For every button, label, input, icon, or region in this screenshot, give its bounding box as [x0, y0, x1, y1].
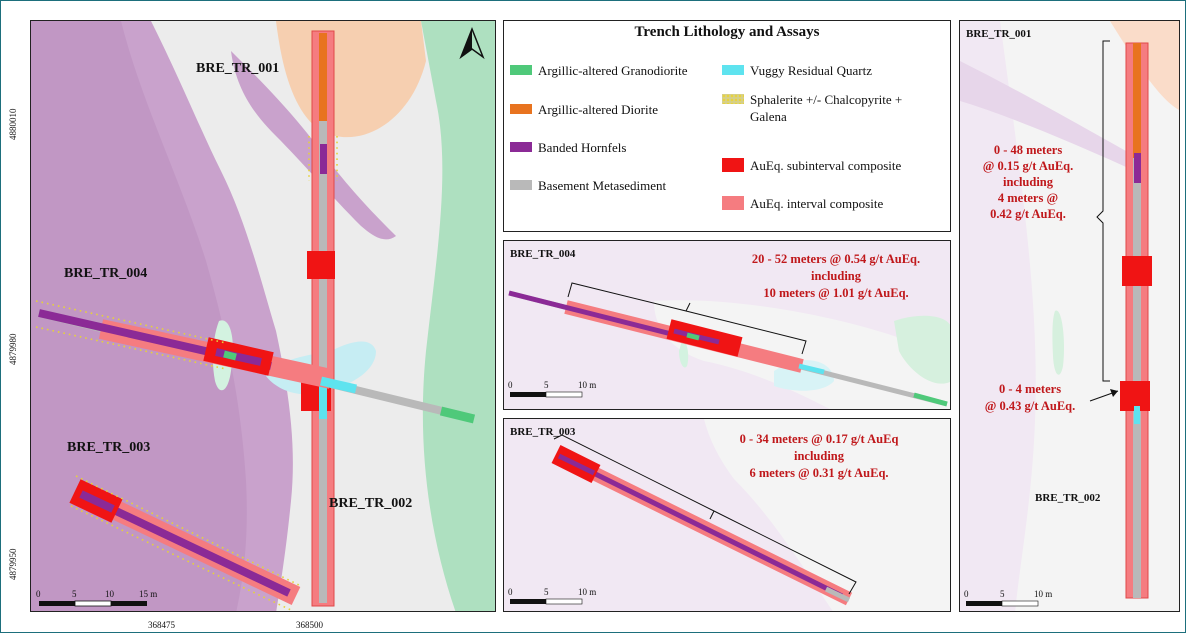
brace-003: [553, 434, 857, 595]
legend-item-diorite: Argillic-altered Diorite: [510, 101, 658, 118]
legend-item-hornfels: Banded Hornfels: [510, 139, 626, 156]
label-tr004: BRE_TR_004: [64, 266, 147, 281]
assay-a4: 4 meters @: [998, 191, 1058, 205]
ytick-3: 4879950: [8, 548, 18, 580]
scale-10: 10 m: [578, 587, 596, 597]
brace-004: [567, 282, 807, 355]
swatch-granodiorite: [510, 65, 532, 75]
trench-001[interactable]: [301, 30, 335, 607]
swatch-metasediment: [510, 180, 532, 190]
inset-tr004[interactable]: BRE_TR_004 20 - 52 meters @ 0.54 g/t AuE…: [503, 240, 951, 410]
assay-line-3: 10 meters @ 1.01 g/t AuEq.: [763, 286, 908, 300]
assay-line-1: 0 - 34 meters @ 0.17 g/t AuEq: [740, 432, 899, 446]
scale-0: 0: [964, 589, 969, 599]
legend-label: AuEq. interval composite: [750, 196, 884, 211]
swatch-diorite: [510, 104, 532, 114]
scale-10: 10: [105, 589, 115, 599]
scale-5: 5: [1000, 589, 1005, 599]
ytick-1: 4880010: [8, 108, 18, 140]
legend-label: Vuggy Residual Quartz: [750, 63, 872, 78]
legend-label: Sphalerite +/- Chalcopyrite + Galena: [750, 92, 903, 124]
legend-label: Argillic-altered Diorite: [538, 102, 658, 117]
inset-tr003[interactable]: BRE_TR_003 0 - 34 meters @ 0.17 g/t AuEq…: [503, 418, 951, 612]
main-map[interactable]: BRE_TR_001 BRE_TR_004 BRE_TR_003 BRE_TR_…: [30, 20, 496, 612]
assay-a1: 0 - 48 meters: [994, 143, 1063, 157]
label-tr003: BRE_TR_003: [67, 440, 150, 455]
assay-b1: 0 - 4 meters: [999, 382, 1061, 396]
xtick-2: 368500: [296, 620, 324, 630]
xtick-1: 368475: [148, 620, 176, 630]
swatch-hornfels: [510, 142, 532, 152]
scale-5: 5: [544, 380, 549, 390]
scale-0: 0: [508, 587, 513, 597]
trench-003-detail: [551, 445, 853, 606]
legend-title: Trench Lithology and Assays: [634, 24, 820, 40]
scale-0: 0: [508, 380, 513, 390]
legend-item-quartz: Vuggy Residual Quartz: [722, 62, 872, 79]
legend-item-interval: AuEq. interval composite: [722, 195, 883, 212]
legend-item-granodiorite: Argillic-altered Granodiorite: [510, 62, 688, 79]
legend-label: Basement Metasediment: [538, 178, 667, 193]
swatch-sphalerite: [722, 94, 744, 104]
trench-001-detail: [1120, 42, 1152, 599]
inset-tr001[interactable]: BRE_TR_001 0 - 48 meters @ 0.15 g/t AuEq…: [959, 20, 1180, 612]
scale-10: 10 m: [578, 380, 596, 390]
assay-line-1: 20 - 52 meters @ 0.54 g/t AuEq.: [752, 252, 920, 266]
sphalerite-dots: [35, 136, 338, 611]
inset-title: BRE_TR_004: [510, 248, 576, 260]
legend-label: Argillic-altered Granodiorite: [538, 63, 688, 78]
assay-line-2: including: [794, 449, 845, 463]
scale-15: 15 m: [139, 589, 157, 599]
scale-0: 0: [36, 589, 41, 599]
legend-item-subinterval: AuEq. subinterval composite: [722, 157, 901, 174]
assay-a5: 0.42 g/t AuEq.: [990, 207, 1066, 221]
scale-5: 5: [72, 589, 77, 599]
trench-003[interactable]: [69, 479, 301, 606]
assay-line-2: including: [811, 269, 862, 283]
legend-item-sphalerite: Sphalerite +/- Chalcopyrite + Galena: [722, 91, 932, 125]
assay-a3: including: [1003, 175, 1054, 189]
scale-10: 10 m: [1034, 589, 1052, 599]
swatch-interval: [722, 196, 744, 210]
legend-item-metasediment: Basement Metasediment: [510, 177, 666, 194]
assay-a2: @ 0.15 g/t AuEq.: [983, 159, 1073, 173]
scale-5: 5: [544, 587, 549, 597]
inset-title: BRE_TR_003: [510, 426, 576, 438]
legend-label: AuEq. subinterval composite: [750, 158, 902, 173]
inset-title: BRE_TR_001: [966, 28, 1031, 40]
legend-panel: Trench Lithology and Assays Argillic-alt…: [503, 20, 951, 232]
label-tr001: BRE_TR_001: [196, 61, 279, 76]
brace-001: [1096, 40, 1110, 382]
trench-004[interactable]: [38, 309, 476, 424]
label-tr002: BRE_TR_002: [1035, 492, 1101, 504]
ytick-2: 4879980: [8, 333, 18, 365]
legend-label: Banded Hornfels: [538, 140, 627, 155]
trench-004-detail: [508, 290, 948, 407]
north-arrow-icon: [459, 26, 485, 60]
label-tr002: BRE_TR_002: [329, 496, 412, 511]
assay-b2: @ 0.43 g/t AuEq.: [985, 399, 1075, 413]
swatch-quartz: [722, 65, 744, 75]
main-scale-bar: 0 5 10 15 m: [36, 589, 157, 607]
swatch-subinterval: [722, 158, 744, 172]
assay-line-3: 6 meters @ 0.31 g/t AuEq.: [749, 466, 888, 480]
